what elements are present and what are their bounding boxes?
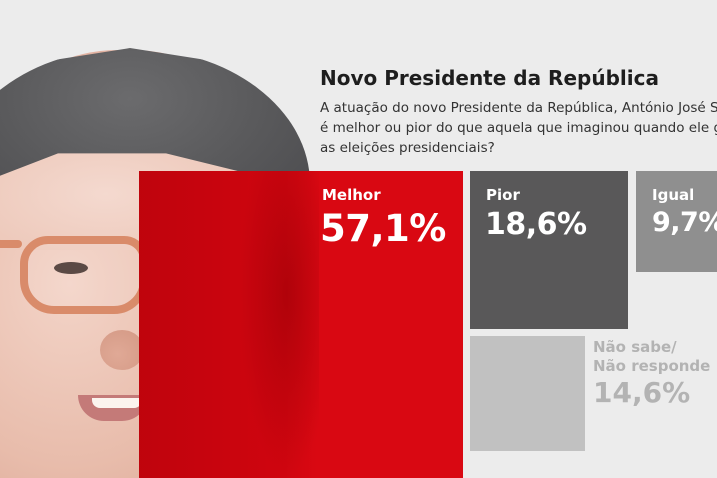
- question-line: A atuação do novo Presidente da Repúblic…: [320, 100, 717, 116]
- result-box-nao-sabe: [470, 336, 585, 451]
- chart-title: Novo Presidente da República: [320, 66, 659, 90]
- result-label: Melhor: [322, 186, 381, 204]
- glasses-arm: [0, 240, 22, 248]
- eye-shape: [54, 262, 88, 274]
- teeth-shape: [92, 398, 142, 408]
- result-caption-nao-sabe: Não sabe/ Não responde 14,6%: [593, 338, 710, 410]
- result-box-pior: Pior 18,6%: [470, 171, 628, 329]
- glasses-icon: [20, 236, 148, 314]
- result-label: Não sabe/: [593, 338, 677, 356]
- result-label: Pior: [486, 186, 520, 204]
- result-label: Igual: [652, 186, 695, 204]
- result-value: 14,6%: [593, 376, 691, 409]
- question-line: é melhor ou pior do que aquela que imagi…: [320, 120, 717, 136]
- result-value: 9,7%: [652, 207, 717, 238]
- result-value: 18,6%: [485, 207, 587, 242]
- result-label: Não responde: [593, 357, 711, 375]
- question-line: as eleições presidenciais?: [320, 140, 495, 156]
- result-box-igual: Igual 9,7%: [636, 171, 717, 272]
- result-value: 57,1%: [320, 207, 446, 250]
- face-shadow-overlay: [239, 171, 319, 478]
- result-box-melhor: Melhor 57,1%: [139, 171, 463, 478]
- survey-question: A atuação do novo Presidente da Repúblic…: [320, 98, 717, 158]
- nose-shape: [100, 330, 144, 370]
